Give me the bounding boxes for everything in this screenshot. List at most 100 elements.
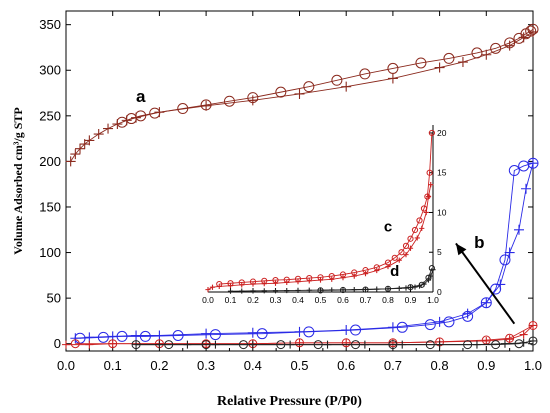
inset-series-c-adsorption-point <box>272 280 279 286</box>
inset-series-d-desorption-point <box>418 281 425 288</box>
series-b-desorption-point <box>116 330 128 342</box>
inset-plot: 0.0 0.1 0.2 0.3 0.4 0.5 0.6 0.7 0.8 0.9 1.00 5 10 15 2… <box>202 125 447 305</box>
inset-series-c-desorption-point <box>407 235 414 242</box>
y-tick-label: 200 <box>39 154 61 169</box>
series-d <box>131 336 538 350</box>
series-c-desorption-point <box>295 338 304 348</box>
inset-series-c-adsorption-point <box>419 225 425 231</box>
series-a-adsorption-point <box>434 62 445 73</box>
inset-series-c-adsorption-point <box>340 275 346 281</box>
inset-x-tick-label: 1.0 <box>427 295 439 305</box>
series-a-desorption-point <box>331 74 343 86</box>
inset-series-c-desorption-point <box>216 280 223 288</box>
inset-x-tick-label: 0.4 <box>292 295 304 305</box>
series-a-desorption-point <box>525 25 537 37</box>
inset-series-d-desorption-point <box>407 284 414 291</box>
y-tick-label: 150 <box>39 199 61 214</box>
series-c-desorption-point <box>341 338 351 348</box>
inset-series-c-adsorption-point <box>423 209 429 216</box>
arrow-head-icon <box>455 243 467 256</box>
inset-series-d-adsorption-point <box>306 287 312 293</box>
series-a-desorption-point <box>116 116 128 128</box>
series-a-desorption-point <box>387 62 399 74</box>
inset-series-c-desorption-point <box>424 193 431 200</box>
y-tick-label: 250 <box>39 108 61 123</box>
y-axis-label: Volume Adsorbed cm³/g STP <box>11 107 25 255</box>
series-b-desorption-line <box>79 162 534 339</box>
series-d-desorption-point <box>276 340 286 350</box>
inset-series-c-desorption-line <box>219 132 433 285</box>
series-b-desorption-point <box>303 326 315 338</box>
series-a-desorption-point <box>135 110 147 122</box>
series-b-desorption-point <box>462 310 474 322</box>
inset-series-d-adsorption-point <box>250 288 256 294</box>
inset-series-c <box>205 129 435 293</box>
series-c <box>62 320 538 349</box>
series-b-desorption-point <box>350 324 362 336</box>
series-c-adsorption-point <box>519 330 528 339</box>
inset-series-c-adsorption-point <box>396 257 402 263</box>
series-b-desorption-point <box>490 283 502 295</box>
series-d-desorption-point <box>388 340 398 350</box>
inset-series-c-desorption-point <box>373 264 380 271</box>
y-tick-label: 0 <box>54 336 61 351</box>
series-c-desorption-point <box>528 320 538 330</box>
inset-x-tick-label: 0.8 <box>382 295 394 305</box>
inset-series-c-desorption-point <box>339 271 347 278</box>
inset-series-c-desorption-point <box>328 272 335 280</box>
x-axis-label: Relative Pressure (P/P0) <box>217 394 362 409</box>
inset-series-c-adsorption-point <box>329 276 335 282</box>
y-tick-label: 100 <box>39 245 61 260</box>
series-b-desorption-point <box>97 331 109 343</box>
series-a-adsorption-point <box>504 40 515 51</box>
series-a-adsorption-point <box>65 156 76 167</box>
inset-series-c-desorption-point <box>272 276 279 284</box>
inset-series-c-adsorption-point <box>428 182 434 188</box>
y-tick-label: 300 <box>39 63 61 78</box>
series-a-desorption-point <box>527 23 539 35</box>
series-d-adsorption-point <box>529 336 537 345</box>
series-d-desorption-point <box>164 340 174 350</box>
series-b-adsorption-point <box>434 316 445 327</box>
x-tick-label: 0.7 <box>384 358 402 373</box>
series-b-desorption-point <box>480 297 492 309</box>
series-b-adsorption-point <box>131 330 142 341</box>
series-a-adsorption-point <box>387 73 398 84</box>
inset-series-label-d: d <box>390 263 399 280</box>
inset-series-d-desorption-point <box>428 265 435 272</box>
inset-y-tick-label: 10 <box>437 207 447 217</box>
series-a-desorption-point <box>504 37 516 49</box>
series-a-adsorption-point <box>247 95 258 106</box>
inset-series-d <box>227 265 436 294</box>
x-tick-label: 0.3 <box>197 358 215 373</box>
series-b-desorption-point <box>74 332 86 344</box>
series-a-desorption-line <box>121 28 534 123</box>
series-a-desorption-point <box>471 47 483 59</box>
series-c-desorption-point <box>505 333 515 343</box>
inset-series-c-adsorption-point <box>209 284 216 290</box>
x-tick-label: 1.0 <box>524 358 542 373</box>
series-a-adsorption-point <box>103 123 114 134</box>
series-b-adsorption-point <box>247 327 258 338</box>
series-d-desorption-point <box>528 336 538 346</box>
inset-series-d-adsorption-point <box>284 287 290 294</box>
series-d-desorption-point <box>201 340 211 350</box>
y-tick-label: 50 <box>47 291 61 306</box>
inset-series-c-desorption-point <box>306 274 313 282</box>
series-a-desorption-point <box>359 68 371 80</box>
inset-y-tick-label: 20 <box>437 128 447 138</box>
series-a-desorption-point <box>303 81 315 93</box>
inset-series-c-adsorption-point <box>403 252 409 258</box>
series-a-adsorption-point <box>75 143 86 154</box>
series-b-desorption-point <box>499 254 511 266</box>
inset-y-tick-label: 0 <box>437 287 442 297</box>
inset-x-tick-label: 0.5 <box>315 295 327 305</box>
series-a-desorption-point <box>223 95 235 107</box>
inset-series-c-desorption-point <box>317 274 324 281</box>
inset-series-d-adsorption-point <box>227 288 234 294</box>
series-b-desorption-point <box>424 319 436 331</box>
series-d-desorption-line <box>136 340 534 346</box>
series-label-b: b <box>474 233 484 252</box>
series-c-adsorption-point <box>529 321 537 330</box>
series-b-adsorption-point <box>201 328 212 339</box>
